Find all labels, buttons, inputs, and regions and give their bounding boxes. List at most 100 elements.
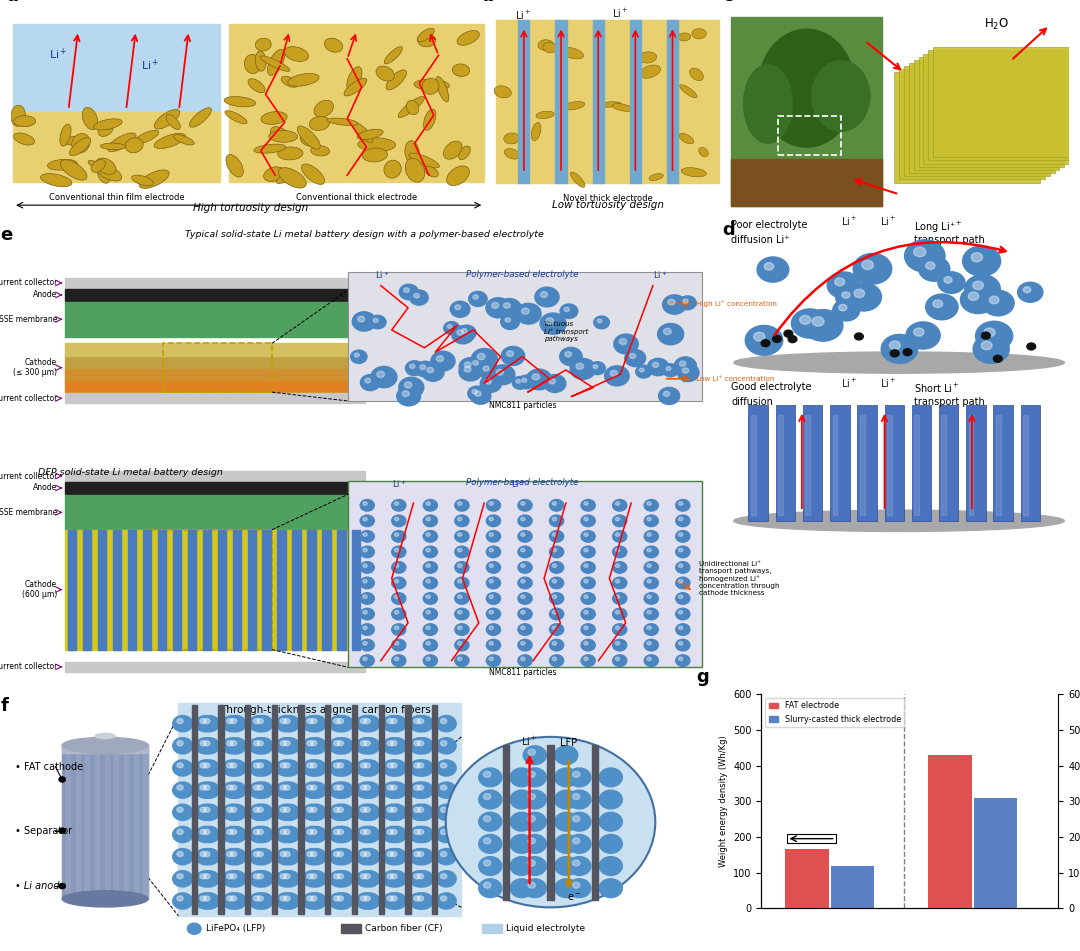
Circle shape [570,359,596,379]
Ellipse shape [444,141,462,159]
Circle shape [280,893,299,909]
Circle shape [489,564,494,568]
Circle shape [356,760,376,776]
Circle shape [253,826,273,843]
Bar [933,48,1079,157]
Bar [923,53,1069,164]
Circle shape [522,378,527,382]
Ellipse shape [612,104,633,111]
Circle shape [518,577,532,589]
Circle shape [230,851,237,857]
Ellipse shape [357,129,383,140]
Ellipse shape [384,47,403,64]
Ellipse shape [89,161,111,173]
Circle shape [414,893,433,909]
Circle shape [559,347,582,366]
Bar [232,530,241,650]
Bar [278,530,286,650]
Ellipse shape [97,165,110,184]
Circle shape [423,515,437,527]
Circle shape [363,611,367,614]
Circle shape [906,321,941,349]
Circle shape [200,805,219,821]
Circle shape [468,386,486,401]
Circle shape [329,871,349,887]
Circle shape [337,829,343,834]
Ellipse shape [63,891,148,907]
Ellipse shape [436,76,448,102]
Circle shape [257,785,264,790]
Text: a: a [6,0,18,6]
Text: Anode: Anode [32,483,57,493]
Circle shape [526,369,552,390]
Circle shape [334,785,340,790]
Bar [379,705,383,914]
Circle shape [971,253,983,262]
Bar [731,159,882,206]
Circle shape [253,893,273,909]
Circle shape [451,326,474,344]
Circle shape [584,642,589,645]
Circle shape [414,715,433,731]
Circle shape [772,336,782,342]
Circle shape [257,763,264,768]
Circle shape [423,639,437,650]
Circle shape [337,851,343,857]
Circle shape [521,533,525,536]
Circle shape [616,579,620,583]
Circle shape [399,378,423,398]
Circle shape [409,760,430,776]
Circle shape [581,609,595,620]
Circle shape [414,826,433,843]
Circle shape [581,592,595,604]
Circle shape [518,562,532,573]
Circle shape [204,741,210,746]
Circle shape [402,391,409,397]
Circle shape [436,738,456,754]
Ellipse shape [60,160,87,180]
Circle shape [356,715,376,731]
Circle shape [333,715,353,731]
Circle shape [204,785,210,790]
Bar [593,20,604,184]
Circle shape [200,874,206,879]
Circle shape [518,624,532,635]
Circle shape [676,609,690,620]
Bar [247,530,256,650]
Circle shape [360,848,380,864]
Circle shape [364,785,370,790]
Circle shape [555,746,578,765]
Bar [548,745,554,900]
Circle shape [478,768,502,786]
Circle shape [257,896,264,901]
Circle shape [253,738,273,754]
Text: Liquid electrolyte: Liquid electrolyte [505,924,585,933]
Circle shape [333,893,353,909]
Ellipse shape [264,166,284,182]
Circle shape [227,829,233,834]
Circle shape [473,295,478,300]
Bar [667,20,678,184]
Circle shape [280,760,299,776]
Circle shape [423,546,437,557]
Circle shape [382,760,403,776]
Ellipse shape [281,76,298,87]
Circle shape [253,715,273,731]
Bar [503,745,509,900]
Circle shape [329,715,349,731]
Circle shape [436,893,456,909]
Circle shape [391,829,397,834]
Circle shape [572,860,580,866]
Circle shape [478,812,502,831]
Circle shape [253,782,273,798]
Text: Anode: Anode [32,290,57,300]
Circle shape [616,657,620,661]
Circle shape [284,741,291,746]
Circle shape [636,365,651,378]
Circle shape [599,812,622,831]
Circle shape [200,785,206,790]
Circle shape [521,657,525,661]
Circle shape [960,286,996,314]
Bar [76,746,80,899]
Ellipse shape [314,100,334,117]
